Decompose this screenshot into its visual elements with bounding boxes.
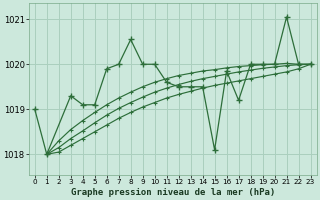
X-axis label: Graphe pression niveau de la mer (hPa): Graphe pression niveau de la mer (hPa) [70, 188, 275, 197]
